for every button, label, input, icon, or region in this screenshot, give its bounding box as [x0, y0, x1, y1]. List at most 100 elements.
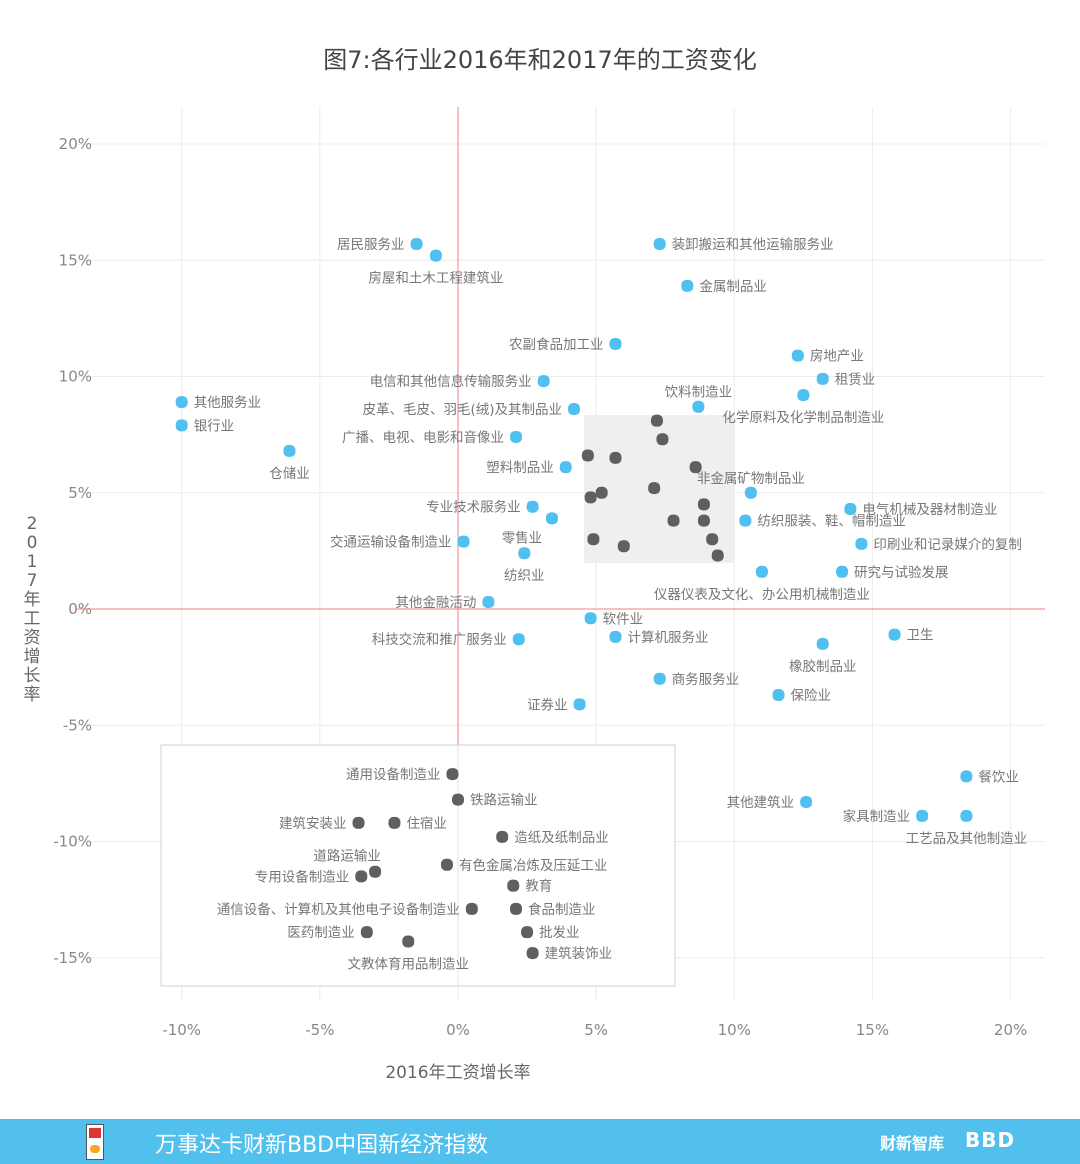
- data-point: [888, 628, 901, 641]
- point-label: 交通运输设备制造业: [330, 534, 452, 551]
- data-point: [175, 419, 188, 432]
- data-point: [681, 279, 694, 292]
- data-point: [816, 372, 829, 385]
- point-label: 家具制造业: [843, 808, 911, 825]
- data-point: [960, 809, 973, 822]
- chart-title: 图7:各行业2016年和2017年的工资变化: [323, 46, 757, 74]
- y-axis-label: 2017年工资增长率: [23, 514, 41, 705]
- y-tick-label: -5%: [63, 716, 92, 734]
- point-label: 食品制造业: [528, 901, 596, 918]
- data-point: [648, 482, 661, 495]
- x-axis-label: 2016年工资增长率: [385, 1063, 531, 1083]
- data-point: [692, 400, 705, 413]
- scatter-plot: -10% -5% 0% 5% 10% 15% 20%-15%-10%-5%0%5%10%15…: [53, 107, 1045, 1039]
- data-point: [402, 935, 415, 948]
- point-label: 住宿业: [406, 815, 447, 832]
- data-point: [960, 770, 973, 783]
- data-point: [584, 612, 597, 625]
- data-point: [283, 444, 296, 457]
- data-point: [584, 491, 597, 504]
- point-label: 道路运输业: [313, 849, 381, 865]
- data-point: [711, 549, 724, 562]
- y-tick-label: -15%: [53, 949, 92, 967]
- point-label: 铁路运输业: [470, 793, 538, 809]
- point-label: 保险业: [791, 688, 832, 704]
- point-label: 房地产业: [810, 349, 864, 365]
- data-point: [855, 537, 868, 550]
- data-point: [512, 633, 525, 646]
- data-point: [689, 461, 702, 474]
- point-label: 教育: [525, 879, 552, 895]
- data-point: [791, 349, 804, 362]
- y-tick-label: -10%: [53, 833, 92, 851]
- point-label: 居民服务业: [337, 237, 405, 253]
- point-label: 仪器仪表及文化、办公用机械制造业: [654, 587, 870, 603]
- point-label: 银行业: [194, 418, 235, 434]
- point-label: 房屋和土木工程建筑业: [368, 271, 503, 287]
- point-label: 零售业: [502, 530, 543, 546]
- data-point: [797, 389, 810, 402]
- point-label: 饮料制造业: [665, 385, 733, 401]
- data-point: [440, 858, 453, 871]
- data-point: [518, 547, 531, 560]
- point-label: 科技交流和推广服务业: [372, 631, 507, 648]
- point-label: 其他建筑业: [727, 795, 795, 811]
- data-point: [706, 533, 719, 546]
- data-point: [545, 512, 558, 525]
- point-label: 其他服务业: [194, 395, 262, 411]
- point-label: 文教体育用品制造业: [348, 956, 470, 972]
- data-point: [916, 809, 929, 822]
- data-point: [573, 698, 586, 711]
- data-point: [360, 926, 373, 939]
- data-point: [836, 565, 849, 578]
- data-point: [844, 503, 857, 516]
- data-point: [609, 630, 622, 643]
- point-label: 化学原料及化学制品制造业: [722, 410, 884, 426]
- data-point: [369, 865, 382, 878]
- data-point: [457, 535, 470, 548]
- point-label: 纺织服装、鞋、帽制造业: [757, 514, 906, 530]
- point-label: 广播、电视、电影和音像业: [342, 429, 504, 446]
- footer-title: 万事达卡财新BBD中国新经济指数: [155, 1133, 489, 1158]
- point-label: 研究与试验发展: [854, 565, 949, 581]
- data-point: [581, 449, 594, 462]
- data-point: [595, 486, 608, 499]
- point-label: 批发业: [539, 925, 580, 941]
- point-label: 金属制品业: [699, 279, 767, 295]
- bbd-logo: BBD: [965, 1128, 1016, 1152]
- point-label: 电信和其他信息传输服务业: [370, 373, 532, 390]
- data-point: [697, 514, 710, 527]
- data-point: [352, 816, 365, 829]
- data-point: [496, 830, 509, 843]
- nei-logo: [86, 1124, 104, 1160]
- data-point: [609, 451, 622, 464]
- data-point: [800, 795, 813, 808]
- data-point: [507, 879, 520, 892]
- y-tick-label: 10%: [59, 368, 92, 386]
- data-point: [697, 498, 710, 511]
- data-point: [465, 902, 478, 915]
- data-point: [355, 870, 368, 883]
- point-label: 装卸搬运和其他运输服务业: [672, 237, 834, 253]
- data-point: [526, 500, 539, 513]
- point-label: 非金属矿物制品业: [697, 471, 805, 487]
- data-point: [744, 486, 757, 499]
- y-tick-label: 15%: [59, 251, 92, 269]
- x-tick-label: 10%: [718, 1021, 751, 1039]
- point-label: 专用设备制造业: [255, 868, 350, 885]
- caixin-logo: 财新智库: [880, 1134, 945, 1153]
- data-point: [568, 403, 581, 416]
- point-label: 塑料制品业: [486, 460, 554, 476]
- point-label: 工艺品及其他制造业: [906, 831, 1028, 847]
- point-label: 纺织业: [504, 568, 545, 584]
- data-point: [609, 337, 622, 350]
- data-point: [537, 375, 550, 388]
- x-tick-label: 5%: [584, 1021, 608, 1039]
- point-label: 通用设备制造业: [346, 766, 441, 783]
- data-point: [482, 596, 495, 609]
- data-point: [739, 514, 752, 527]
- point-label: 农副食品加工业: [509, 336, 604, 353]
- x-tick-label: -5%: [305, 1021, 334, 1039]
- data-point: [587, 533, 600, 546]
- y-tick-label: 5%: [68, 484, 92, 502]
